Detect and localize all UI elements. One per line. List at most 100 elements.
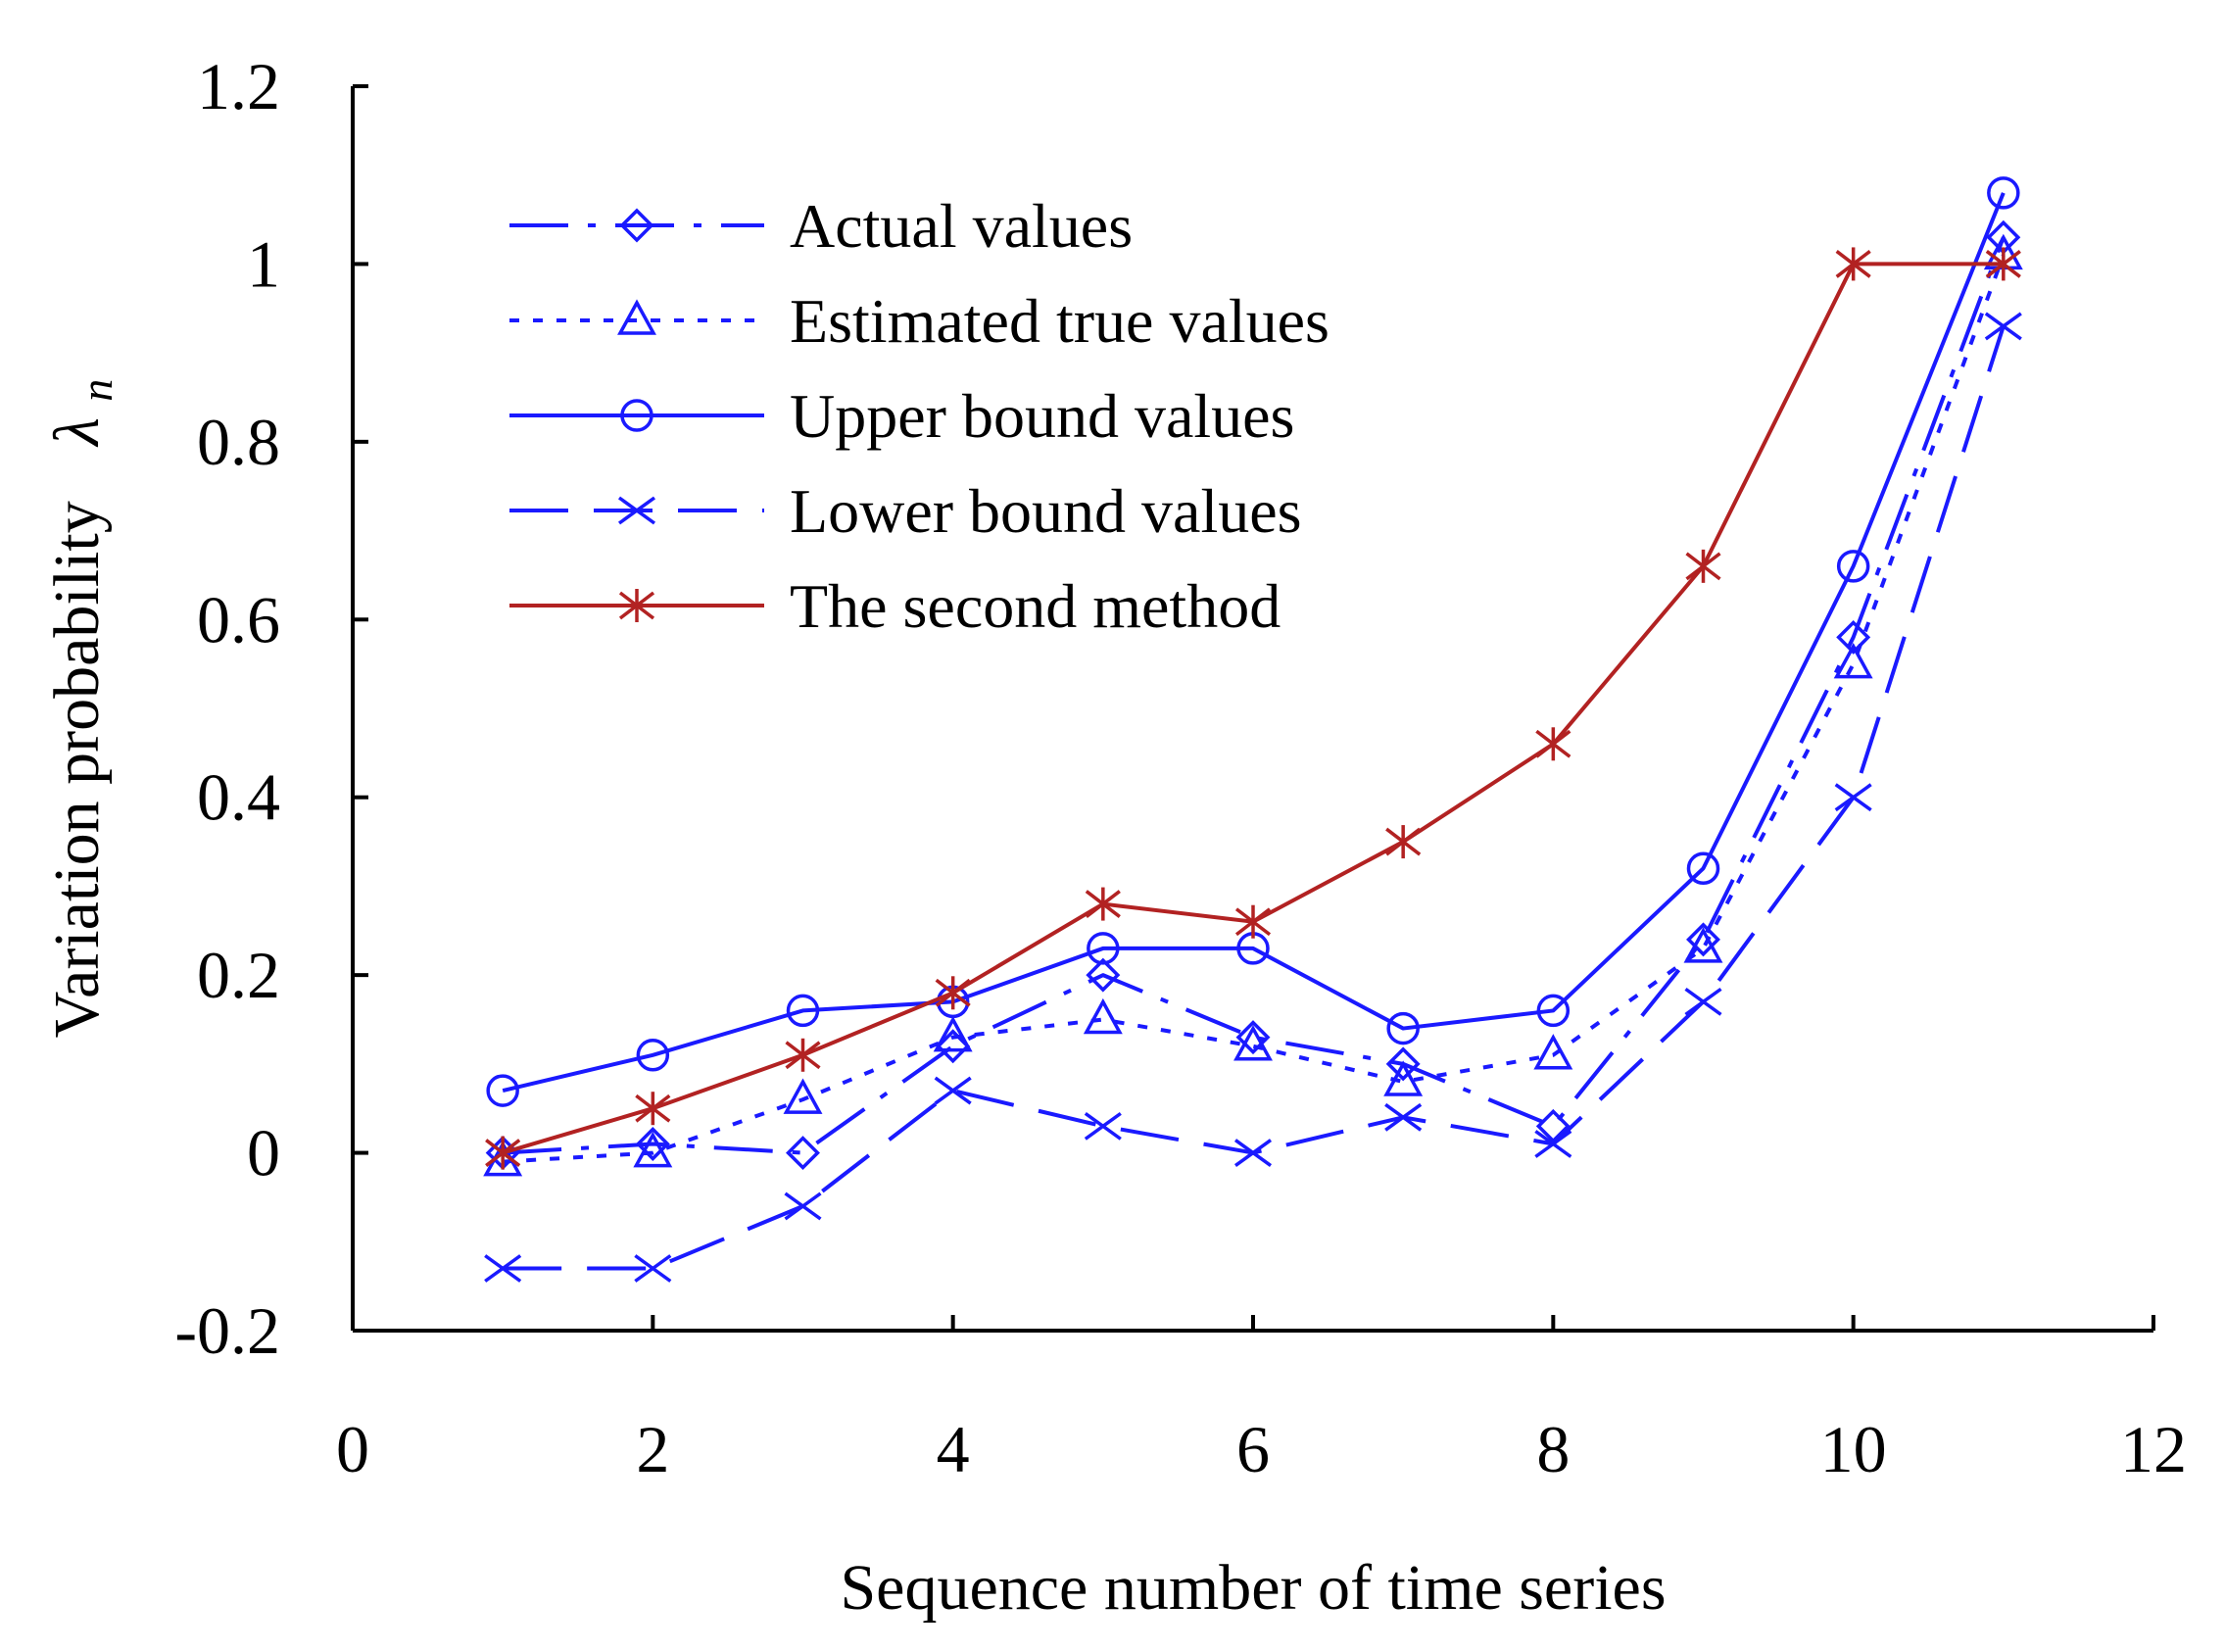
y-axis-title-symbol: λ: [41, 417, 113, 448]
diamond-marker: [1086, 957, 1121, 993]
star-marker: [1234, 904, 1272, 939]
legend-label: Lower bound values: [790, 476, 1302, 546]
star-marker: [1835, 247, 1871, 281]
triangle-marker: [1383, 1060, 1424, 1096]
x-tick-label: 8: [1536, 1412, 1570, 1486]
triangle-marker: [1083, 997, 1123, 1035]
legend-entry: Lower bound values: [509, 476, 1302, 546]
series-line: [502, 192, 2006, 1093]
star-marker: [1685, 549, 1721, 583]
y-tick-label: 0.2: [197, 938, 280, 1012]
circle-marker: [1686, 851, 1720, 886]
x-marker-stroke: [1984, 312, 2022, 341]
legend-entry: Upper bound values: [509, 381, 1294, 451]
x-tick-label: 12: [2120, 1412, 2187, 1486]
axis-ticks: 0 2 4 6 8 10 12 -0.2 0 0.2 0.4 0.6 0.8 1 1.2: [174, 49, 2187, 1486]
circle-marker: [1087, 932, 1120, 965]
diamond-marker: [1686, 922, 1720, 957]
x-marker: [1984, 312, 2022, 341]
series-lower-bound-values: [484, 312, 2022, 1283]
series-estimated-true-values: [483, 233, 2023, 1177]
y-tick-label: 0: [247, 1116, 280, 1190]
x-marker: [1233, 1139, 1273, 1167]
y-tick-label: 1.2: [197, 49, 280, 123]
y-tick-label: 1: [247, 226, 280, 301]
x-marker-stroke: [784, 1191, 822, 1221]
circle-marker: [1836, 550, 1870, 583]
star-marker: [1985, 247, 2021, 281]
x-marker-stroke: [1534, 1130, 1572, 1158]
star-marker: [635, 1092, 671, 1126]
series-line: [503, 325, 2006, 1271]
x-tick-label: 4: [937, 1412, 970, 1486]
x-marker: [1834, 783, 1872, 812]
legend-label: The second method: [790, 571, 1281, 641]
x-marker: [484, 1254, 522, 1283]
star-marker: [1085, 887, 1121, 921]
legend-entry: Actual values: [509, 191, 1133, 261]
x-marker-stroke: [1233, 1139, 1273, 1167]
triangle-marker: [1833, 643, 1873, 679]
triangle-marker: [783, 1078, 823, 1114]
triangle-marker: [933, 1016, 973, 1052]
legend: Actual values Estimated true values Upper …: [509, 191, 1330, 641]
x-marker: [1534, 1130, 1572, 1158]
x-marker-stroke: [1084, 1111, 1122, 1141]
star-marker: [785, 1038, 821, 1072]
series-line: [503, 236, 2006, 1155]
x-marker: [1084, 1111, 1122, 1141]
x-marker-stroke: [484, 1254, 522, 1283]
legend-label: Upper bound values: [790, 381, 1294, 451]
diamond-marker: [936, 1029, 971, 1064]
legend-label: Estimated true values: [790, 286, 1330, 356]
series-line: [503, 254, 2006, 1164]
triangle-marker: [1533, 1034, 1573, 1070]
series-upper-bound-values: [486, 176, 2020, 1107]
x-marker-stroke: [634, 1254, 672, 1283]
triangle-marker: [1683, 927, 1723, 963]
star-marker: [1385, 825, 1422, 859]
circle-marker: [636, 1039, 670, 1072]
series-the-second-method: [485, 247, 2021, 1170]
star-marker: [618, 589, 655, 622]
y-axis-title-text: Variation probability: [41, 501, 113, 1038]
x-marker-stroke: [617, 496, 656, 525]
x-marker: [1684, 987, 1722, 1016]
circle-marker: [1987, 176, 2020, 210]
y-axis-title: Variation probability λ n: [41, 379, 121, 1039]
circle-marker: [1386, 1011, 1420, 1045]
x-marker: [1384, 1102, 1423, 1132]
diamond-marker: [786, 1136, 820, 1171]
y-axis-title-subscript: n: [72, 379, 121, 402]
triangle-marker: [633, 1131, 673, 1168]
triangle-marker: [1233, 1025, 1273, 1061]
y-tick-label: -0.2: [174, 1293, 280, 1368]
diamond-marker: [1235, 1020, 1271, 1055]
triangle-marker: [617, 299, 656, 335]
star-marker: [935, 976, 971, 1010]
y-tick-label: 0.4: [197, 760, 280, 835]
diamond-marker: [1836, 619, 1871, 655]
y-tick-label: 0.8: [197, 405, 280, 479]
circle-marker: [1536, 994, 1571, 1028]
x-marker-stroke: [1684, 987, 1722, 1016]
y-axis-title-group: Variation probability λ n: [41, 379, 121, 1039]
series-actual-values: [485, 219, 2021, 1171]
x-marker: [784, 1191, 822, 1221]
legend-entry: Estimated true values: [509, 286, 1330, 356]
x-axis-title: Sequence number of time series: [840, 1552, 1666, 1624]
diamond-marker: [1535, 1108, 1571, 1143]
star-marker: [1535, 727, 1571, 761]
legend-entry: The second method: [509, 571, 1281, 641]
x-tick-label: 6: [1236, 1412, 1270, 1486]
x-tick-label: 2: [636, 1412, 669, 1486]
x-marker: [634, 1254, 672, 1283]
star-marker: [485, 1136, 521, 1170]
y-tick-label: 0.6: [197, 582, 280, 656]
x-marker-stroke: [934, 1076, 972, 1105]
x-marker-stroke: [1834, 783, 1872, 812]
x-marker-stroke: [1384, 1102, 1423, 1132]
x-marker: [934, 1076, 972, 1105]
legend-label: Actual values: [790, 191, 1133, 261]
